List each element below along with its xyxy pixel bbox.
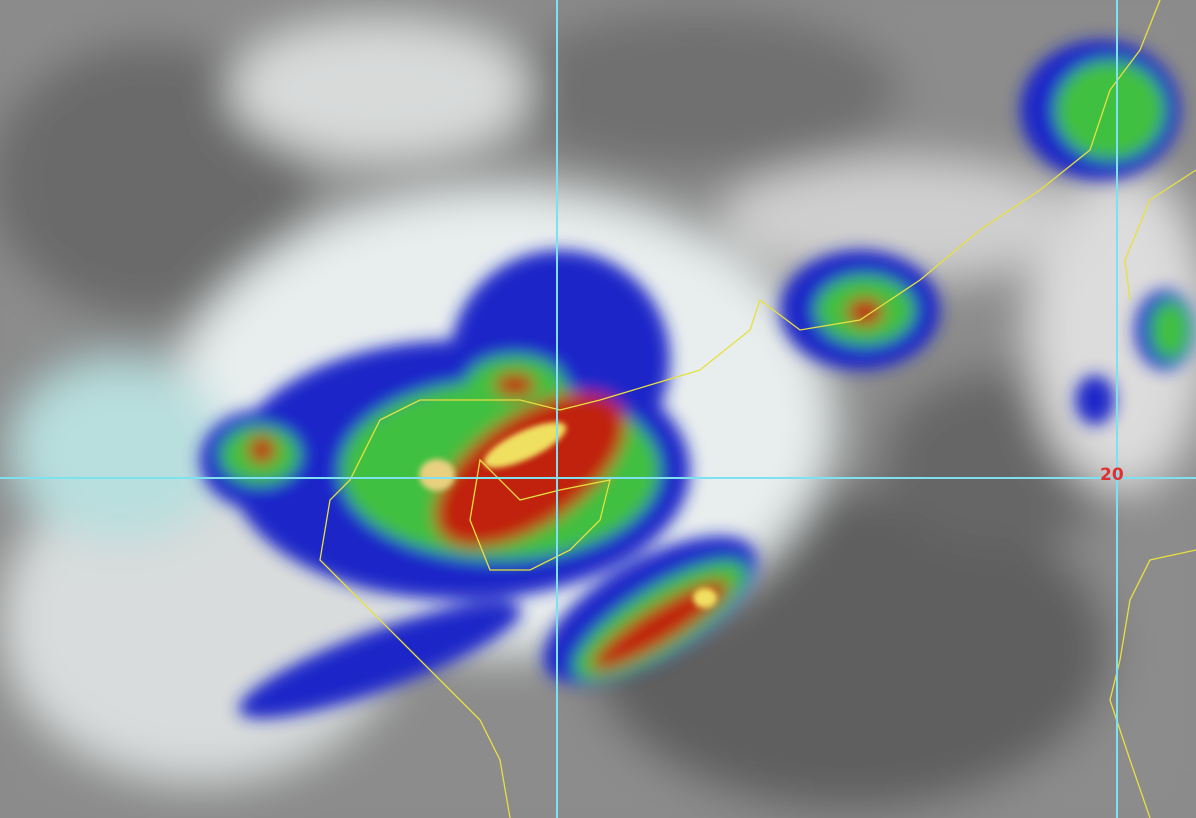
coastlines (319, 0, 1196, 818)
latitude-label: 20 (1100, 465, 1124, 485)
cold-cloud-tops (419, 422, 717, 608)
